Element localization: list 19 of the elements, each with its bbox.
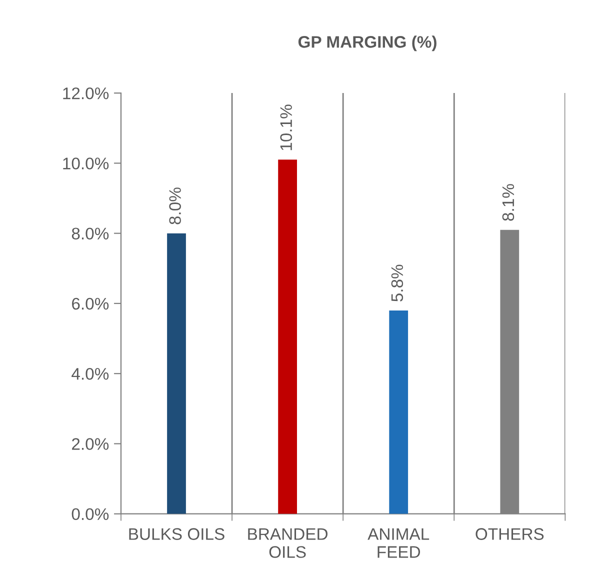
- data-label: 10.1%: [280, 104, 292, 150]
- bar: [167, 233, 186, 514]
- y-tick-label: 12.0%: [63, 87, 109, 100]
- y-tick-label: 0.0%: [72, 508, 109, 520]
- x-tick-label: BRANDED OILS: [248, 528, 328, 558]
- data-label: 8.1%: [502, 184, 514, 221]
- y-tick-label: 8.0%: [72, 228, 109, 240]
- x-tick-label: BULKS OILS: [129, 528, 224, 540]
- bar: [389, 310, 408, 514]
- x-tick-label: OTHERS: [476, 528, 544, 540]
- y-tick-label: 10.0%: [63, 158, 109, 170]
- y-tick-label: 4.0%: [72, 368, 109, 380]
- bar: [278, 160, 297, 514]
- x-tick-label: ANIMAL FEED: [368, 528, 430, 558]
- data-label: 8.0%: [169, 188, 181, 224]
- chart-title: GP MARGING (%): [298, 36, 436, 52]
- data-label: 5.8%: [391, 264, 404, 302]
- y-tick-label: 6.0%: [72, 298, 109, 310]
- y-tick-label: 2.0%: [72, 438, 109, 450]
